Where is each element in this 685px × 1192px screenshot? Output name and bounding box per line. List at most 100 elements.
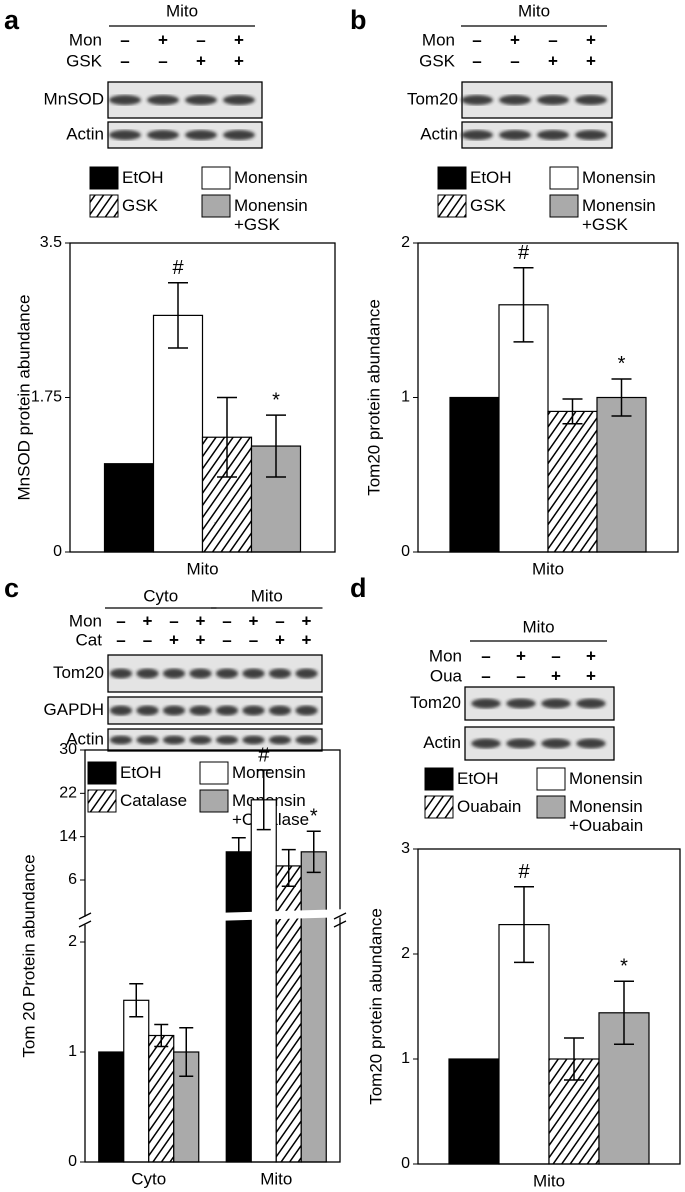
blot-band (215, 705, 239, 716)
blot-band (541, 698, 571, 709)
y-tick-label: 2 (401, 234, 410, 251)
blot-band (162, 735, 186, 745)
legend-swatch (536, 795, 566, 819)
legend-label: Catalase (120, 791, 188, 810)
error-bar (256, 769, 271, 831)
y-tick-label: 30 (59, 741, 77, 758)
legend-swatch (201, 194, 231, 218)
axis-break-mark (333, 912, 347, 920)
blot-band (109, 735, 133, 745)
legend-label: Ouabain (457, 797, 522, 816)
treatment-sign: + (249, 611, 259, 630)
legend-swatch (549, 194, 579, 218)
x-tick-label: Mito (532, 559, 564, 578)
y-tick-label: 6 (68, 871, 77, 888)
legend-label: EtOH (120, 763, 162, 782)
y-tick-label: 0 (401, 543, 410, 560)
band-label: Tom20 (407, 89, 458, 108)
legend-label: EtOH (457, 769, 499, 788)
legend-entry: EtOH (122, 168, 164, 187)
significance-mark: # (518, 861, 530, 883)
treatment-label: Mon (422, 30, 455, 49)
treatment-sign: – (196, 30, 205, 49)
significance-mark: * (620, 956, 628, 978)
y-tick-label: 0 (68, 1153, 77, 1170)
legend-swatch (437, 194, 467, 218)
blot-band (189, 668, 212, 679)
treatment-sign: – (169, 611, 178, 630)
y-tick-label: 3 (401, 840, 410, 857)
blot-band (136, 705, 159, 716)
error-bar (266, 414, 286, 478)
legend-entry: Monensin +GSK (234, 196, 308, 234)
error-bar (562, 398, 583, 425)
treatment-sign: + (510, 30, 520, 49)
blot-group-label: Mito (251, 586, 283, 605)
blot-band (162, 705, 186, 716)
blot-group-label: Cyto (143, 586, 178, 605)
bar (250, 799, 277, 1163)
treatment-sign: + (169, 630, 179, 649)
blot-band (223, 95, 255, 105)
treatment-sign: + (516, 646, 526, 665)
treatment-sign: – (116, 630, 125, 649)
blot-band (147, 95, 179, 105)
treatment-sign: – (158, 51, 167, 70)
y-axis-label: Tom20 protein abundance (364, 299, 383, 496)
significance-mark: * (618, 353, 626, 375)
blot-band (242, 668, 265, 679)
treatment-sign: – (510, 51, 519, 70)
legend-swatch (199, 761, 229, 785)
treatment-sign: – (249, 630, 258, 649)
legend-label: EtOH (122, 168, 164, 187)
legend-entry: Monensin (582, 168, 656, 187)
blot-band (109, 668, 133, 679)
y-tick-label: 1 (401, 1050, 410, 1067)
treatment-sign: + (196, 630, 206, 649)
treatment-label: Mon (69, 611, 102, 630)
treatment-sign: + (158, 30, 168, 49)
error-bar (564, 1037, 584, 1081)
blot-band (147, 130, 179, 140)
band-label: Actin (423, 733, 461, 752)
legend-entry: EtOH (457, 769, 499, 788)
axis-break-mark (333, 920, 347, 928)
legend-entry: Monensin +Ouabain (569, 797, 643, 835)
error-bar (306, 830, 321, 874)
blot-band (506, 738, 536, 749)
treatment-sign: + (275, 630, 285, 649)
x-tick-label: Mito (260, 1169, 292, 1188)
plot-frame (417, 848, 681, 1165)
y-tick-label: 1 (401, 389, 410, 406)
blot-band (215, 735, 239, 745)
error-bar (611, 378, 632, 417)
blot-band (537, 130, 569, 140)
x-tick-label: Mito (533, 1171, 565, 1190)
legend-swatch (199, 789, 229, 813)
legend-label: Monensin (234, 168, 308, 187)
legend-swatch (89, 166, 119, 190)
error-bar (614, 980, 634, 1046)
error-bar (179, 1027, 194, 1077)
significance-mark: # (518, 242, 530, 264)
bar (103, 463, 155, 553)
band-label: Actin (66, 729, 104, 748)
legend-label: GSK (122, 196, 158, 215)
treatment-sign: – (222, 630, 231, 649)
blot-band (499, 130, 531, 140)
treatment-sign: – (120, 30, 129, 49)
legend-entry: GSK (470, 196, 506, 215)
y-axis-label: Tom 20 Protein abundance (19, 854, 38, 1057)
blot-band (537, 95, 569, 105)
blot-band (242, 735, 265, 745)
bar (123, 999, 150, 1163)
blot-band (541, 738, 571, 749)
legend-swatch (201, 166, 231, 190)
treatment-sign: – (481, 646, 490, 665)
legend-swatch (536, 767, 566, 791)
treatment-sign: + (143, 611, 153, 630)
treatment-sign: + (586, 51, 596, 70)
blot-group-label: Mito (522, 617, 554, 636)
treatment-sign: – (143, 630, 152, 649)
bar (498, 923, 550, 1165)
